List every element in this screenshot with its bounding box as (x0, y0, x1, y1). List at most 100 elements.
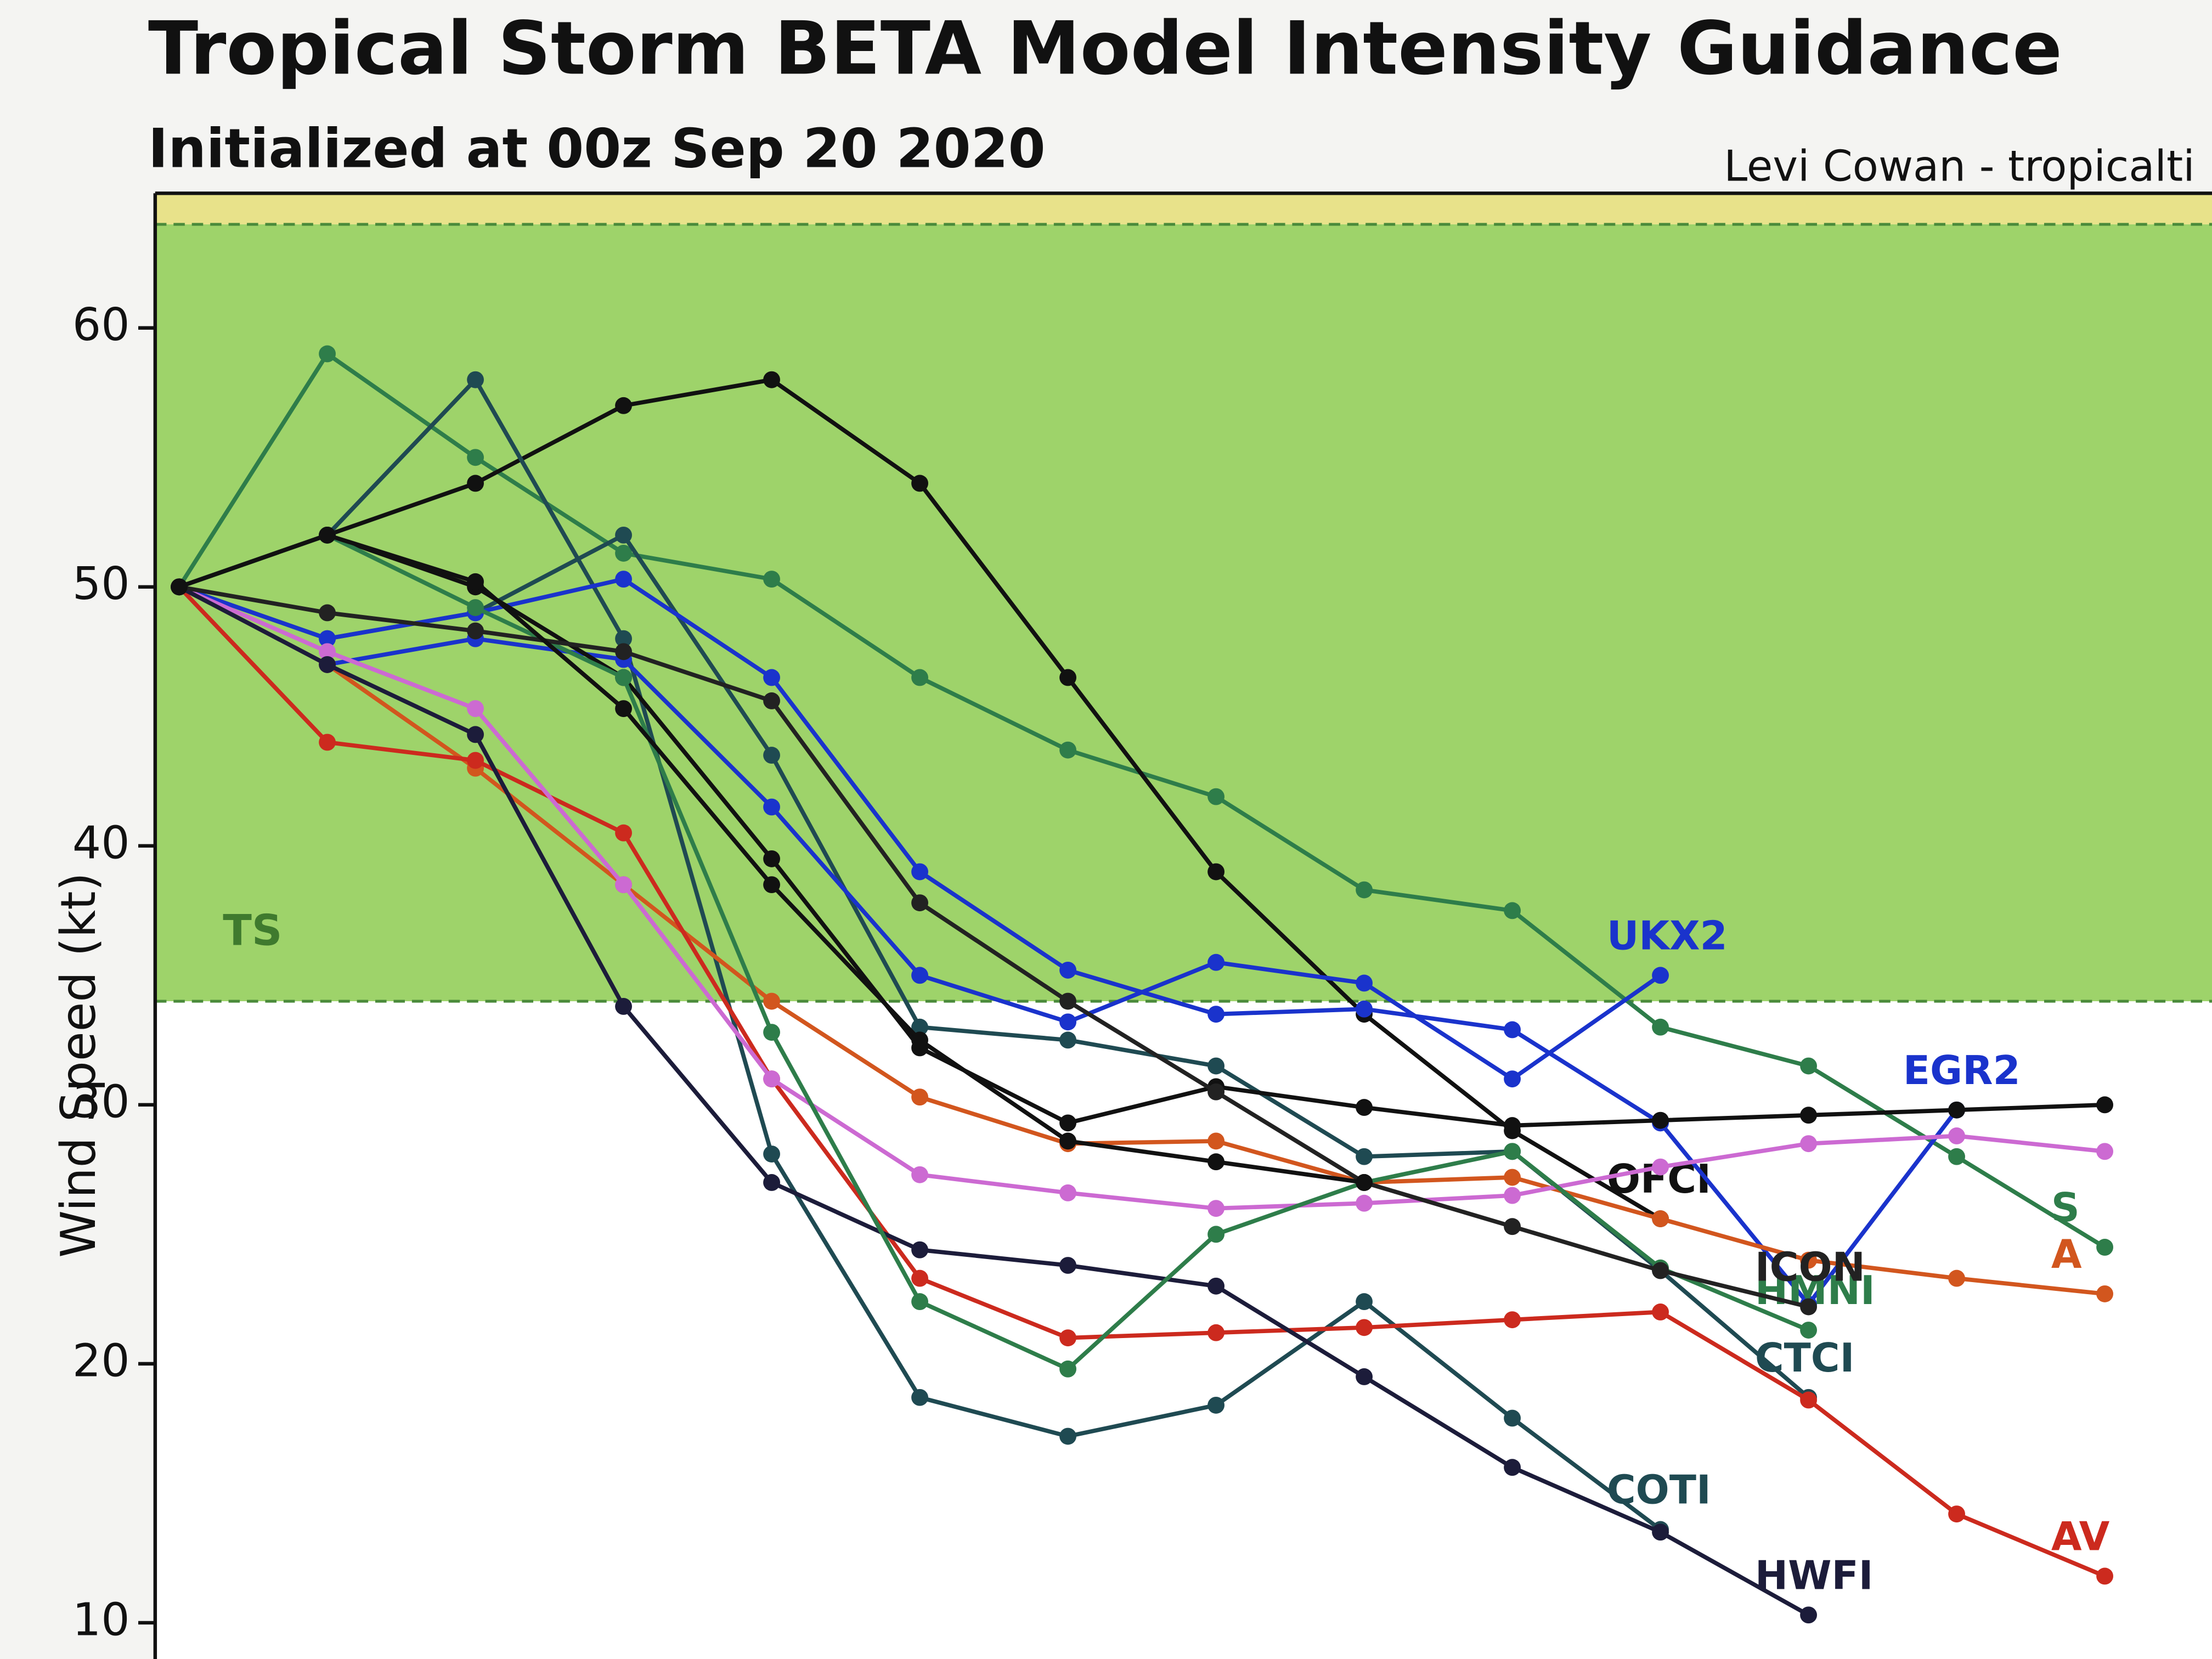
series-point (1652, 1523, 1669, 1541)
series-point (1504, 1311, 1521, 1329)
series-point (911, 669, 928, 686)
series-point (911, 1031, 928, 1049)
series-point (1504, 902, 1521, 919)
series-point (1207, 863, 1224, 881)
series-point (911, 1241, 928, 1259)
series-point (763, 1024, 780, 1041)
series-point (763, 371, 780, 388)
series-point (1059, 1427, 1076, 1445)
intensity-band (155, 224, 2212, 1002)
series-point (1652, 1018, 1669, 1036)
series-point (1207, 1153, 1224, 1171)
series-point (1059, 1114, 1076, 1132)
series-point (2096, 1096, 2113, 1114)
series-point (1504, 1459, 1521, 1476)
series-point (615, 397, 632, 414)
series-point (319, 526, 336, 544)
series-point (1356, 1194, 1373, 1212)
series-point (615, 544, 632, 562)
series-point (1800, 1322, 1817, 1339)
series-point (1356, 1174, 1373, 1191)
series-point (615, 669, 632, 686)
series-label: COTI (1607, 1467, 1711, 1513)
series-point (1356, 974, 1373, 992)
series-point (467, 573, 484, 590)
series-point (1207, 1132, 1224, 1150)
chart-title: Tropical Storm BETA Model Intensity Guid… (148, 5, 2062, 91)
series-point (1948, 1127, 1965, 1144)
series-point (1800, 1391, 1817, 1409)
y-tick-label: 40 (72, 817, 130, 869)
series-point (763, 798, 780, 816)
band-layer: TS (155, 193, 2212, 1659)
series-point (467, 599, 484, 616)
series-point (1207, 1324, 1224, 1341)
series-point (467, 752, 484, 769)
series-point (1207, 1200, 1224, 1217)
series-point (911, 1166, 928, 1183)
series-point (467, 700, 484, 718)
series-point (615, 998, 632, 1015)
chart-subtitle: Initialized at 00z Sep 20 2020 (148, 118, 1046, 180)
series-point (911, 967, 928, 984)
series-point (1059, 1132, 1076, 1150)
series-point (1356, 1148, 1373, 1165)
series-point (911, 894, 928, 912)
series-point (1207, 953, 1224, 971)
series-point (1800, 1057, 1817, 1075)
series-point (1504, 1218, 1521, 1235)
y-tick-label: 50 (72, 558, 130, 610)
series-point (1207, 1396, 1224, 1414)
series-point (911, 1018, 928, 1036)
series-point (1504, 1409, 1521, 1427)
series-point (1652, 1158, 1669, 1176)
series-point (763, 747, 780, 764)
series-line (178, 584, 1809, 1309)
series-line (177, 585, 2106, 1578)
series-point (1356, 1000, 1373, 1018)
series-point (911, 475, 928, 492)
series-point (615, 876, 632, 894)
series-point (1059, 1013, 1076, 1031)
series-point (1800, 1107, 1817, 1124)
series-point (319, 733, 336, 751)
series-point (1652, 967, 1669, 984)
y-axis-label: Wind Speed (kt) (50, 872, 106, 1257)
series-label: AV (2051, 1514, 2110, 1560)
series-point (615, 643, 632, 661)
series-point (1652, 1210, 1669, 1227)
series-point (1948, 1148, 1965, 1165)
series-point (615, 630, 632, 647)
series-point (1059, 1257, 1076, 1274)
series-point (1059, 1360, 1076, 1378)
series-point (1356, 1368, 1373, 1385)
series-point (1059, 1184, 1076, 1201)
series-point (467, 449, 484, 466)
series-point (1207, 1057, 1224, 1075)
series-point (911, 863, 928, 881)
series-point (1948, 1269, 1965, 1287)
series-point (615, 571, 632, 588)
series-point (1948, 1505, 1965, 1523)
series-point (319, 345, 336, 363)
series-label: S (2051, 1184, 2080, 1231)
band-label: TS (223, 906, 282, 956)
y-tick-label: 30 (72, 1076, 130, 1128)
series-point (1652, 1304, 1669, 1321)
series-point (1800, 1606, 1817, 1624)
series-point (911, 1269, 928, 1287)
series-point (2096, 1567, 2113, 1585)
series-point (1207, 1277, 1224, 1295)
series-point (319, 643, 336, 661)
series-point (467, 371, 484, 388)
intensity-band (155, 193, 2212, 224)
series-point (1504, 1143, 1521, 1160)
series-point (1059, 992, 1076, 1010)
series-point (1948, 1101, 1965, 1119)
series-point (1207, 1226, 1224, 1243)
series-point (171, 578, 188, 596)
series-point (319, 656, 336, 673)
series-point (1356, 881, 1373, 899)
series-point (1504, 1021, 1521, 1039)
